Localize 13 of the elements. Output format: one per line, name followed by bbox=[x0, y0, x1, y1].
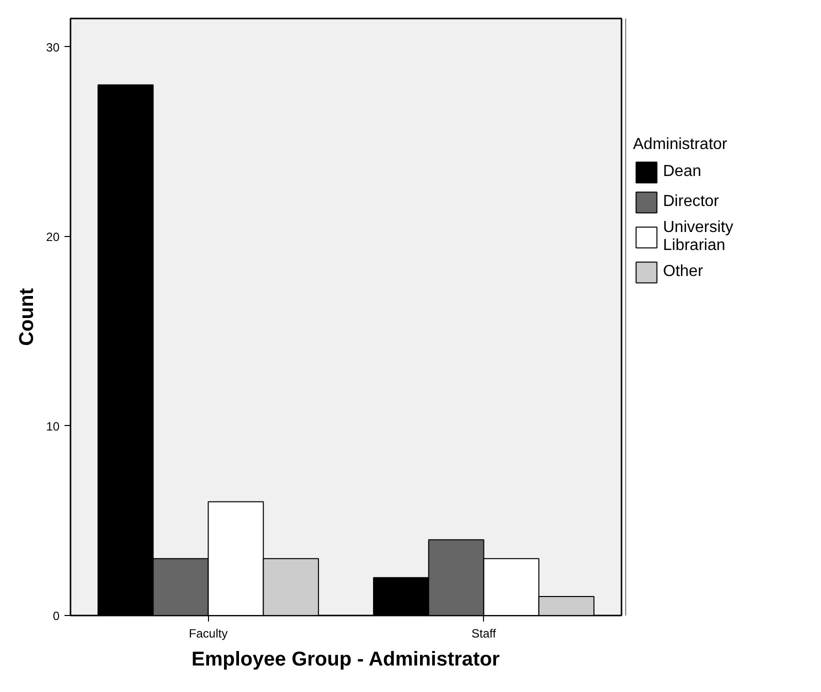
x-axis-title: Employee Group - Administrator bbox=[192, 648, 500, 670]
y-tick-label: 10 bbox=[46, 419, 60, 434]
legend-label: University Librarian bbox=[663, 219, 734, 255]
x-tick-label: Staff bbox=[472, 626, 497, 640]
y-axis-title: Count bbox=[16, 288, 38, 346]
legend-label: Director bbox=[663, 193, 720, 211]
y-tick-label: 0 bbox=[52, 609, 60, 623]
legend-title: Administrator bbox=[633, 136, 728, 154]
y-tick-label: 30 bbox=[46, 40, 60, 54]
x-tick-label: Faculty bbox=[188, 626, 228, 640]
legend-label: Other bbox=[663, 263, 704, 281]
legend-label: Dean bbox=[663, 163, 702, 181]
y-tick-label: 20 bbox=[46, 230, 60, 244]
